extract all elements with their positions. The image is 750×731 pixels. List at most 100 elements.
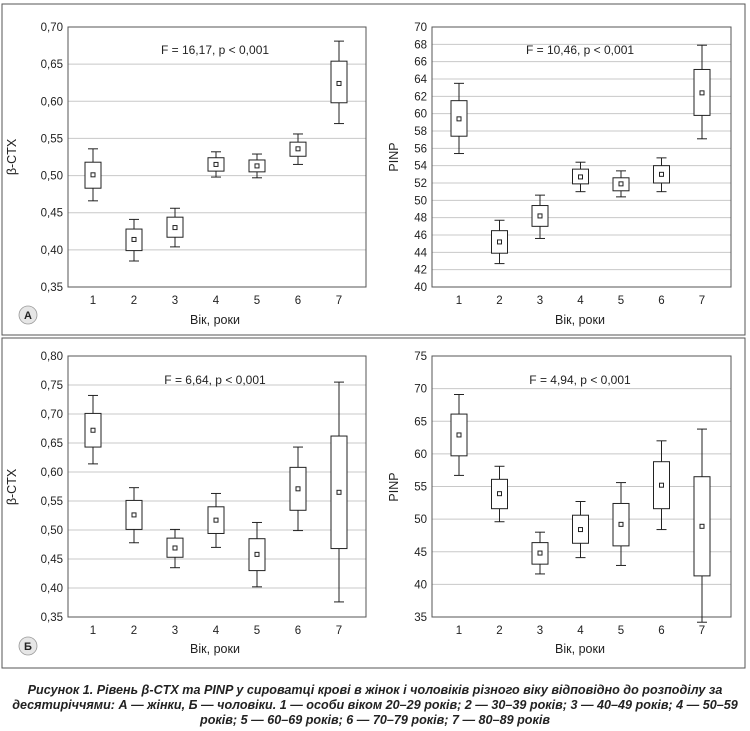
chart-4-xtick-label: 4 (577, 625, 584, 637)
chart-4-ytick-label: 50 (414, 514, 427, 526)
chart-1-xtick-label: 7 (336, 295, 342, 307)
chart-1-panel-badge (18, 305, 38, 325)
chart-2-mean-marker (618, 181, 624, 187)
chart-4-xlabel: Вік, роки (555, 642, 605, 656)
chart-2-ytick-label: 62 (414, 91, 427, 103)
chart-3-mean-marker (131, 512, 137, 518)
chart-1-ylabel: β-CTX (5, 138, 19, 175)
chart-2-ytick-label: 58 (414, 126, 427, 138)
chart-3-mean-marker (254, 551, 260, 557)
chart-2-mean-marker (537, 213, 543, 219)
chart-2-ytick-label: 60 (414, 109, 427, 121)
chart-3-ytick-label: 0,65 (41, 438, 63, 450)
chart-3-ytick-label: 0,75 (41, 380, 63, 392)
chart-4-annotation: F = 4,94, p < 0,001 (529, 373, 631, 387)
chart-4-mean-marker (578, 527, 583, 533)
chart-1-mean-marker (90, 172, 96, 178)
chart-3-mean-marker (172, 545, 178, 551)
chart-1-mean-marker (295, 146, 301, 152)
chart-3-panel-label: Б (24, 641, 32, 653)
chart-3-xtick-label: 4 (213, 625, 220, 637)
chart-2-ytick-label: 70 (414, 22, 427, 34)
chart-1-ytick-label: 0,70 (41, 22, 63, 34)
chart-2-mean-marker (456, 116, 462, 122)
chart-1-xtick-label: 1 (90, 295, 96, 307)
chart-4-xtick-label: 1 (456, 625, 462, 637)
chart-4-mean-marker (456, 432, 462, 438)
chart-3-ytick-label: 0,55 (41, 496, 63, 508)
chart-1-annotation: F = 16,17, p < 0,001 (161, 43, 269, 57)
chart-2-ylabel: PINP (387, 142, 401, 171)
chart-4-plot-area (431, 355, 732, 618)
chart-3-xlabel: Вік, роки (190, 642, 240, 656)
chart-1-ytick-label: 0,55 (41, 133, 63, 145)
chart-4-ytick-label: 65 (414, 416, 427, 428)
chart-4-xtick-label: 2 (496, 625, 502, 637)
chart-2-mean-marker (659, 171, 664, 177)
chart-1-plot-area (67, 26, 367, 288)
chart-1-panel-label: A (24, 310, 32, 322)
chart-1-ytick-label: 0,40 (41, 245, 63, 257)
chart-1-xtick-label: 4 (213, 295, 220, 307)
chart-2-ytick-label: 52 (414, 178, 427, 190)
chart-1-ytick-label: 0,45 (41, 208, 63, 220)
chart-1-mean-marker (172, 225, 178, 231)
chart-3-ytick-label: 0,40 (41, 583, 63, 595)
chart-2-annotation: F = 10,46, p < 0,001 (526, 43, 634, 57)
chart-3-ytick-label: 0,60 (41, 467, 63, 479)
chart-2-ytick-label: 44 (414, 247, 427, 259)
chart-3-mean-marker (295, 486, 301, 492)
chart-2-ytick-label: 54 (414, 161, 427, 173)
chart-2-xtick-label: 3 (537, 295, 543, 307)
chart-2-xtick-label: 7 (699, 295, 705, 307)
chart-4-ytick-label: 60 (414, 449, 427, 461)
chart-2-xtick-label: 4 (577, 295, 584, 307)
chart-3-ylabel: β-CTX (5, 468, 19, 505)
chart-1-ytick-label: 0,60 (41, 96, 63, 108)
chart-2-ytick-label: 56 (414, 143, 427, 155)
chart-2-ytick-label: 40 (414, 282, 427, 294)
chart-1-mean-marker (336, 80, 342, 86)
chart-2-xtick-label: 2 (496, 295, 502, 307)
chart-3-annotation: F = 6,64, p < 0,001 (164, 373, 266, 387)
chart-4-ytick-label: 35 (414, 612, 427, 624)
chart-4-mean-marker (659, 482, 664, 488)
chart-3-xtick-label: 5 (254, 625, 260, 637)
figure-caption: Рисунок 1. Рівень β-CTX та PINP у сирова… (12, 683, 738, 727)
chart-3-plot-area (67, 355, 367, 618)
chart-3-xtick-label: 7 (336, 625, 342, 637)
chart-3-mean-marker (90, 427, 96, 433)
chart-2-ytick-label: 48 (414, 213, 427, 225)
chart-2-xtick-label: 6 (658, 295, 664, 307)
chart-3-ytick-label: 0,35 (41, 612, 63, 624)
chart-2-xlabel: Вік, роки (555, 313, 605, 327)
chart-4-mean-marker (537, 550, 543, 556)
chart-4-mean-marker (699, 523, 705, 529)
chart-2-mean-marker (578, 174, 583, 180)
chart-1-ytick-label: 0,65 (41, 59, 63, 71)
chart-2-xtick-label: 1 (456, 295, 462, 307)
chart-3-mean-marker (336, 489, 342, 495)
chart-1-mean-marker (254, 163, 260, 169)
chart-3-ytick-label: 0,45 (41, 554, 63, 566)
chart-4-ytick-label: 70 (414, 384, 427, 396)
chart-3-xtick-label: 1 (90, 625, 96, 637)
chart-1-xtick-label: 5 (254, 295, 260, 307)
chart-3-ytick-label: 0,50 (41, 525, 63, 537)
chart-2-mean-marker (497, 239, 502, 245)
chart-3-xtick-label: 3 (172, 625, 178, 637)
chart-2-ytick-label: 64 (414, 74, 427, 86)
chart-4-xtick-label: 7 (699, 625, 705, 637)
chart-2-ytick-label: 46 (414, 230, 427, 242)
frame-bottom (1, 337, 746, 669)
chart-4-ytick-label: 75 (414, 351, 427, 363)
frame-top (1, 3, 746, 336)
chart-4-xtick-label: 3 (537, 625, 543, 637)
chart-4-mean-marker (618, 521, 624, 527)
chart-3-xtick-label: 2 (131, 625, 137, 637)
chart-3-mean-marker (213, 517, 219, 523)
chart-3-ytick-label: 0,70 (41, 409, 63, 421)
chart-1-mean-marker (213, 161, 219, 167)
chart-2-plot-area (431, 26, 732, 288)
